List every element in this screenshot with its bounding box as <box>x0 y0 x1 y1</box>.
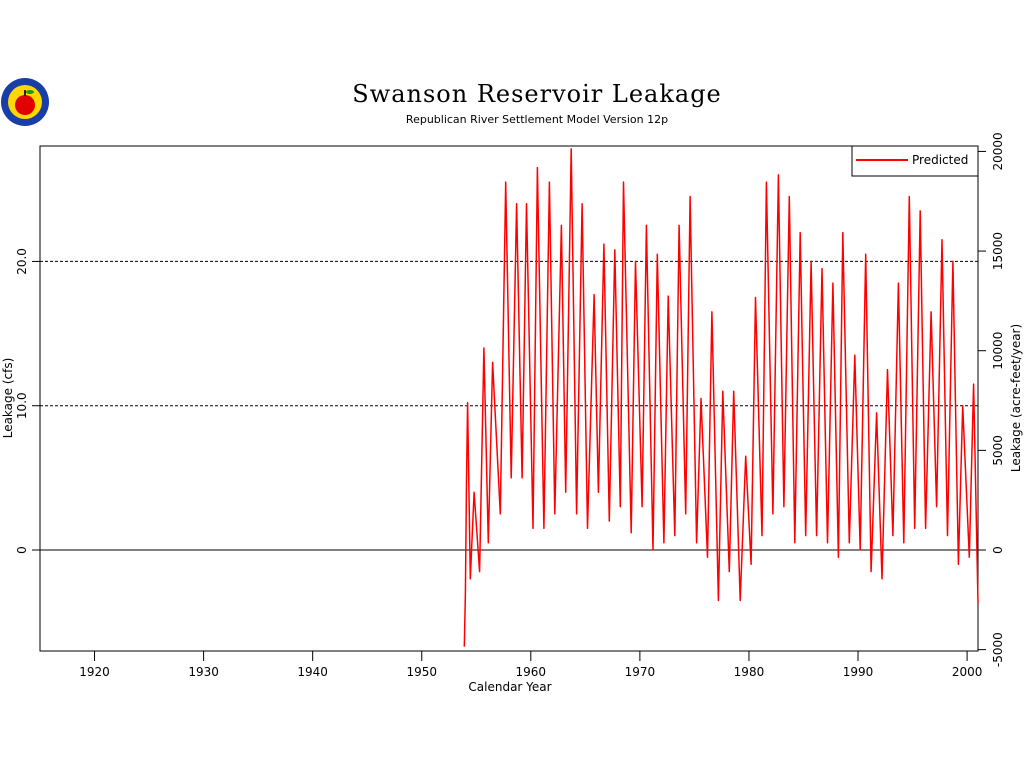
y-tick-label: 10.0 <box>15 392 29 419</box>
x-tick-label: 1940 <box>297 665 328 679</box>
y2-axis-label: Leakage (acre-feet/year) <box>1009 324 1023 472</box>
x-axis-label: Calendar Year <box>468 680 551 694</box>
y-tick-label: 20.0 <box>15 248 29 275</box>
y2-tick-label: -5000 <box>991 632 1005 667</box>
y-tick-label: 0 <box>15 546 29 554</box>
x-tick-label: 1970 <box>625 665 656 679</box>
x-tick-label: 1980 <box>734 665 765 679</box>
legend-label: Predicted <box>912 153 968 167</box>
y2-tick-label: 0 <box>991 546 1005 554</box>
x-tick-label: 1960 <box>516 665 547 679</box>
data-line <box>463 148 979 647</box>
y2-tick-label: 15000 <box>991 232 1005 270</box>
x-tick-label: 1990 <box>843 665 874 679</box>
y2-tick-label: 5000 <box>991 435 1005 466</box>
x-tick-label: 1950 <box>406 665 437 679</box>
chart-subtitle: Republican River Settlement Model Versio… <box>406 113 668 126</box>
x-tick-label: 2000 <box>952 665 983 679</box>
plot-frame <box>39 145 979 652</box>
x-tick-label: 1930 <box>188 665 219 679</box>
y-axis-label: Leakage (cfs) <box>1 358 15 439</box>
y2-tick-label: 10000 <box>991 332 1005 370</box>
x-tick-label: 1920 <box>79 665 110 679</box>
y2-tick-label: 20000 <box>991 132 1005 170</box>
logo <box>1 78 49 126</box>
chart-title: Swanson Reservoir Leakage <box>352 80 722 108</box>
